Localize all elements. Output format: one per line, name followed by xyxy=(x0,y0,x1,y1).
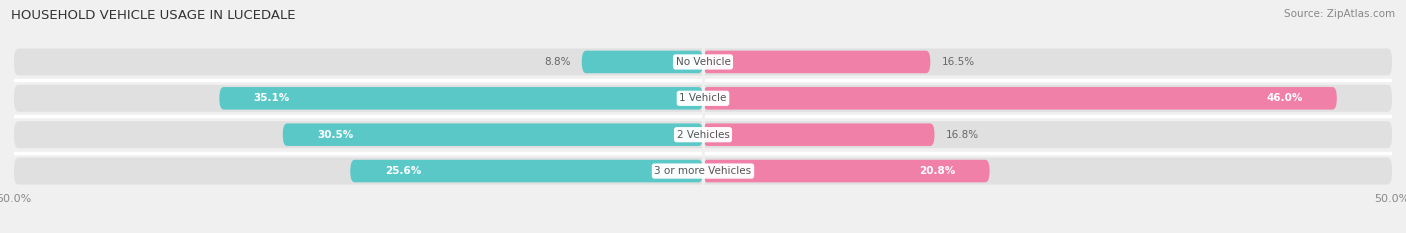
FancyBboxPatch shape xyxy=(703,51,931,73)
Text: 35.1%: 35.1% xyxy=(254,93,290,103)
FancyBboxPatch shape xyxy=(703,123,935,146)
Text: 8.8%: 8.8% xyxy=(544,57,571,67)
FancyBboxPatch shape xyxy=(14,48,1392,75)
FancyBboxPatch shape xyxy=(350,160,703,182)
Text: No Vehicle: No Vehicle xyxy=(675,57,731,67)
FancyBboxPatch shape xyxy=(703,160,990,182)
FancyBboxPatch shape xyxy=(14,158,1392,185)
Text: 46.0%: 46.0% xyxy=(1265,93,1302,103)
Text: 1 Vehicle: 1 Vehicle xyxy=(679,93,727,103)
Text: 16.5%: 16.5% xyxy=(942,57,974,67)
Text: 30.5%: 30.5% xyxy=(318,130,353,140)
Text: 3 or more Vehicles: 3 or more Vehicles xyxy=(654,166,752,176)
FancyBboxPatch shape xyxy=(14,85,1392,112)
Text: 20.8%: 20.8% xyxy=(920,166,955,176)
Text: 25.6%: 25.6% xyxy=(385,166,420,176)
Text: Source: ZipAtlas.com: Source: ZipAtlas.com xyxy=(1284,9,1395,19)
FancyBboxPatch shape xyxy=(283,123,703,146)
Text: 16.8%: 16.8% xyxy=(945,130,979,140)
Text: HOUSEHOLD VEHICLE USAGE IN LUCEDALE: HOUSEHOLD VEHICLE USAGE IN LUCEDALE xyxy=(11,9,295,22)
FancyBboxPatch shape xyxy=(14,121,1392,148)
Text: 2 Vehicles: 2 Vehicles xyxy=(676,130,730,140)
FancyBboxPatch shape xyxy=(582,51,703,73)
FancyBboxPatch shape xyxy=(219,87,703,110)
FancyBboxPatch shape xyxy=(703,87,1337,110)
